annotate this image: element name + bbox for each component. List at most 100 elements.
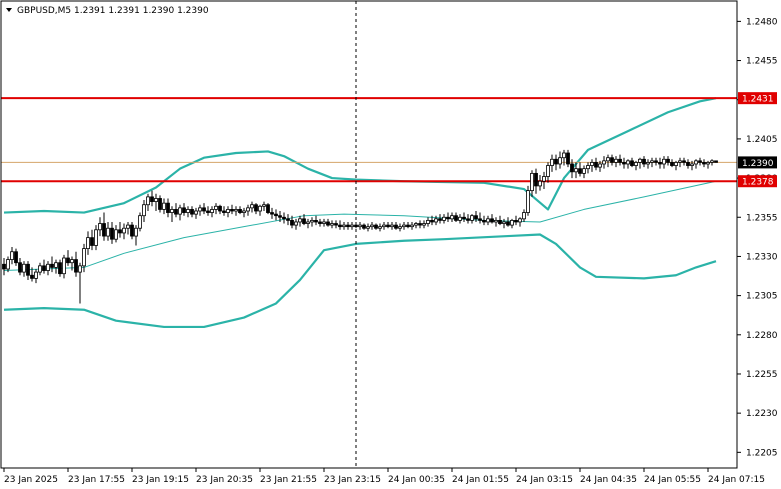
candle-body (586, 165, 590, 170)
candle-body (246, 207, 250, 212)
candle-body (442, 216, 446, 221)
candle-body (426, 219, 430, 224)
candle-body (342, 224, 346, 228)
candle-body (662, 158, 666, 165)
candle-body (166, 202, 170, 213)
candle-body (526, 190, 530, 213)
candle-body (670, 162, 674, 166)
candle-body (106, 227, 110, 237)
candle-body (574, 168, 578, 173)
candle-body (530, 172, 534, 192)
candle-body (474, 215, 478, 220)
candle-body (270, 212, 274, 215)
candle-body (686, 162, 690, 166)
candle-body (138, 215, 142, 229)
candles (2, 149, 718, 304)
candle-body (422, 223, 426, 226)
candle-body (702, 162, 706, 165)
candle-body (514, 219, 518, 223)
candle-body (262, 204, 266, 207)
candle-body (178, 207, 182, 215)
x-tick-label: 23 Jan 20:35 (196, 475, 253, 485)
candle-body (38, 265, 42, 273)
candle-body (210, 209, 214, 213)
candle-body (258, 205, 262, 212)
bollinger-bands (3, 97, 717, 329)
candle-body (418, 223, 422, 226)
candle-body (130, 224, 134, 237)
candle-body (186, 209, 190, 213)
y-tick-label: 1.2480 (746, 17, 778, 27)
candle-body (518, 218, 522, 223)
candle-body (154, 198, 158, 202)
candle-body (74, 259, 78, 273)
candle-body (250, 204, 254, 209)
candle-body (62, 257, 66, 275)
candle-body (330, 223, 334, 226)
candle-body (370, 224, 374, 228)
candle-body (458, 216, 462, 221)
y-tick-label: 1.2330 (746, 252, 778, 262)
candle-body (654, 160, 658, 163)
x-tick-label: 23 Jan 23:15 (324, 475, 381, 485)
candle-body (502, 221, 506, 224)
candle-body (14, 251, 18, 264)
candle-body (142, 204, 146, 217)
x-tick-label: 23 Jan 19:15 (132, 475, 189, 485)
candle-body (366, 226, 370, 229)
candle-body (158, 198, 162, 210)
candle-body (294, 221, 298, 226)
candle-body (450, 215, 454, 220)
candle-body (570, 163, 574, 173)
plot-frame (0, 0, 738, 469)
candle-body (398, 226, 402, 229)
candle-body (310, 219, 314, 223)
dropdown-triangle-icon[interactable] (6, 8, 12, 12)
candle-body (238, 209, 242, 213)
candle-body (646, 162, 650, 165)
candle-body (274, 213, 278, 217)
candle-body (550, 158, 554, 166)
candle-body (202, 207, 206, 212)
candle-body (90, 237, 94, 246)
candle-body (286, 218, 290, 221)
candle-body (194, 210, 198, 215)
candle-body (374, 224, 378, 229)
y-tick-label: 1.2455 (746, 57, 778, 67)
candle-body (18, 262, 22, 273)
level-tag-box (738, 175, 777, 188)
candle-body (394, 224, 398, 229)
candle-body (486, 218, 490, 223)
candle-body (118, 229, 122, 234)
candle-body (382, 224, 386, 228)
candle-body (198, 207, 202, 212)
bollinger-upper-line (3, 97, 717, 214)
candle-body (230, 209, 234, 212)
candle-body (434, 218, 438, 223)
y-tick-label: 1.2305 (746, 292, 778, 302)
candle-body (378, 226, 382, 229)
candle-body (282, 216, 286, 220)
candle-body (470, 215, 474, 221)
candle-body (414, 223, 418, 226)
candle-body (694, 160, 698, 165)
candle-body (222, 210, 226, 213)
x-tick-label: 24 Jan 03:15 (516, 475, 573, 485)
x-tick-label: 24 Jan 07:15 (708, 475, 765, 485)
candle-body (134, 227, 138, 237)
candle-body (542, 176, 546, 182)
candle-body (606, 157, 610, 162)
candle-body (498, 219, 502, 224)
candle-body (278, 215, 282, 218)
candle-body (254, 204, 258, 212)
y-tick-label: 1.2255 (746, 370, 778, 380)
candle-body (226, 209, 230, 213)
x-tick-label: 24 Jan 04:35 (580, 475, 637, 485)
candle-body (318, 221, 322, 224)
candle-body (66, 257, 70, 264)
candle-body (538, 180, 542, 187)
y-tick-label: 1.2230 (746, 409, 778, 419)
candle-body (590, 162, 594, 166)
level-tag-label: 1.2378 (742, 178, 774, 188)
